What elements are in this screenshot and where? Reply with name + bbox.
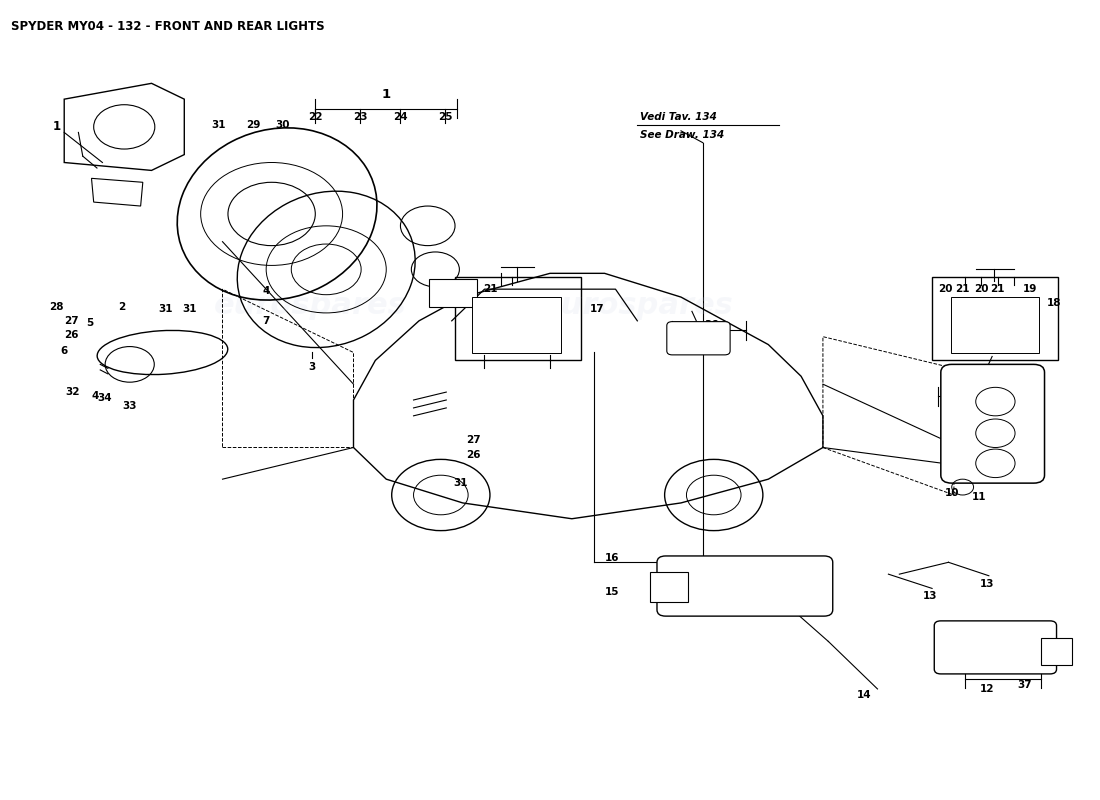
Text: 5: 5 (86, 318, 92, 328)
FancyBboxPatch shape (473, 297, 561, 354)
Text: 32: 32 (66, 387, 80, 397)
Text: 20: 20 (938, 284, 953, 294)
Text: 3: 3 (308, 362, 316, 372)
Text: 20: 20 (974, 284, 989, 294)
FancyBboxPatch shape (429, 279, 477, 307)
Text: 4: 4 (91, 391, 99, 401)
Text: 6: 6 (60, 346, 68, 356)
Text: 16: 16 (605, 554, 619, 563)
FancyBboxPatch shape (950, 297, 1040, 354)
Text: 26: 26 (466, 450, 481, 461)
Text: 36: 36 (704, 320, 718, 330)
Text: eurospares: eurospares (541, 290, 734, 319)
Text: 27: 27 (65, 316, 79, 326)
Text: 20: 20 (464, 284, 478, 294)
Text: 18: 18 (1047, 298, 1062, 308)
Text: 31: 31 (211, 119, 226, 130)
Text: 12: 12 (979, 684, 994, 694)
Text: 26: 26 (65, 330, 79, 340)
Text: 13: 13 (979, 578, 994, 589)
Text: 24: 24 (393, 111, 408, 122)
Text: USA - CDN: USA - CDN (487, 318, 548, 327)
Text: 25: 25 (438, 111, 452, 122)
Text: USA - CDN: USA - CDN (964, 318, 1024, 327)
Text: 13: 13 (923, 591, 937, 602)
Text: 14: 14 (857, 690, 871, 699)
Text: 31: 31 (158, 304, 173, 314)
Text: 19: 19 (1023, 284, 1037, 294)
Text: 35: 35 (966, 401, 981, 410)
Text: See Draw. 134: See Draw. 134 (639, 130, 724, 140)
FancyBboxPatch shape (940, 364, 1045, 483)
Text: 22: 22 (308, 111, 322, 122)
Text: SPYDER MY04 - 132 - FRONT AND REAR LIGHTS: SPYDER MY04 - 132 - FRONT AND REAR LIGHT… (11, 20, 324, 33)
Text: 30: 30 (275, 119, 289, 130)
Text: 21: 21 (990, 284, 1004, 294)
Text: 7: 7 (263, 316, 270, 326)
Text: 27: 27 (466, 434, 481, 445)
FancyBboxPatch shape (932, 278, 1057, 361)
FancyBboxPatch shape (667, 322, 730, 355)
Text: 31: 31 (183, 304, 197, 314)
Text: 8: 8 (694, 332, 701, 342)
Text: 34: 34 (97, 394, 112, 403)
Text: 2: 2 (119, 302, 125, 311)
Text: 29: 29 (246, 119, 261, 130)
Text: 9: 9 (970, 374, 977, 384)
Text: 37: 37 (1018, 680, 1032, 690)
FancyBboxPatch shape (934, 621, 1056, 674)
Text: 15: 15 (605, 586, 619, 597)
Text: 11: 11 (971, 492, 987, 502)
Text: 21: 21 (956, 284, 970, 294)
Text: eurospares: eurospares (213, 290, 406, 319)
Text: 17: 17 (590, 304, 604, 314)
Text: 23: 23 (353, 111, 367, 122)
Text: 33: 33 (122, 402, 138, 411)
Text: 1: 1 (53, 120, 60, 134)
Text: 21: 21 (483, 284, 497, 294)
Text: Vedi Tav. 134: Vedi Tav. 134 (639, 111, 716, 122)
FancyBboxPatch shape (650, 572, 688, 602)
FancyBboxPatch shape (455, 278, 581, 361)
FancyBboxPatch shape (657, 556, 833, 616)
Text: 4: 4 (263, 286, 270, 296)
Text: 31: 31 (453, 478, 468, 488)
Text: 1: 1 (382, 88, 390, 101)
FancyBboxPatch shape (1042, 638, 1071, 666)
Text: 28: 28 (50, 302, 64, 311)
Text: 10: 10 (945, 489, 959, 498)
